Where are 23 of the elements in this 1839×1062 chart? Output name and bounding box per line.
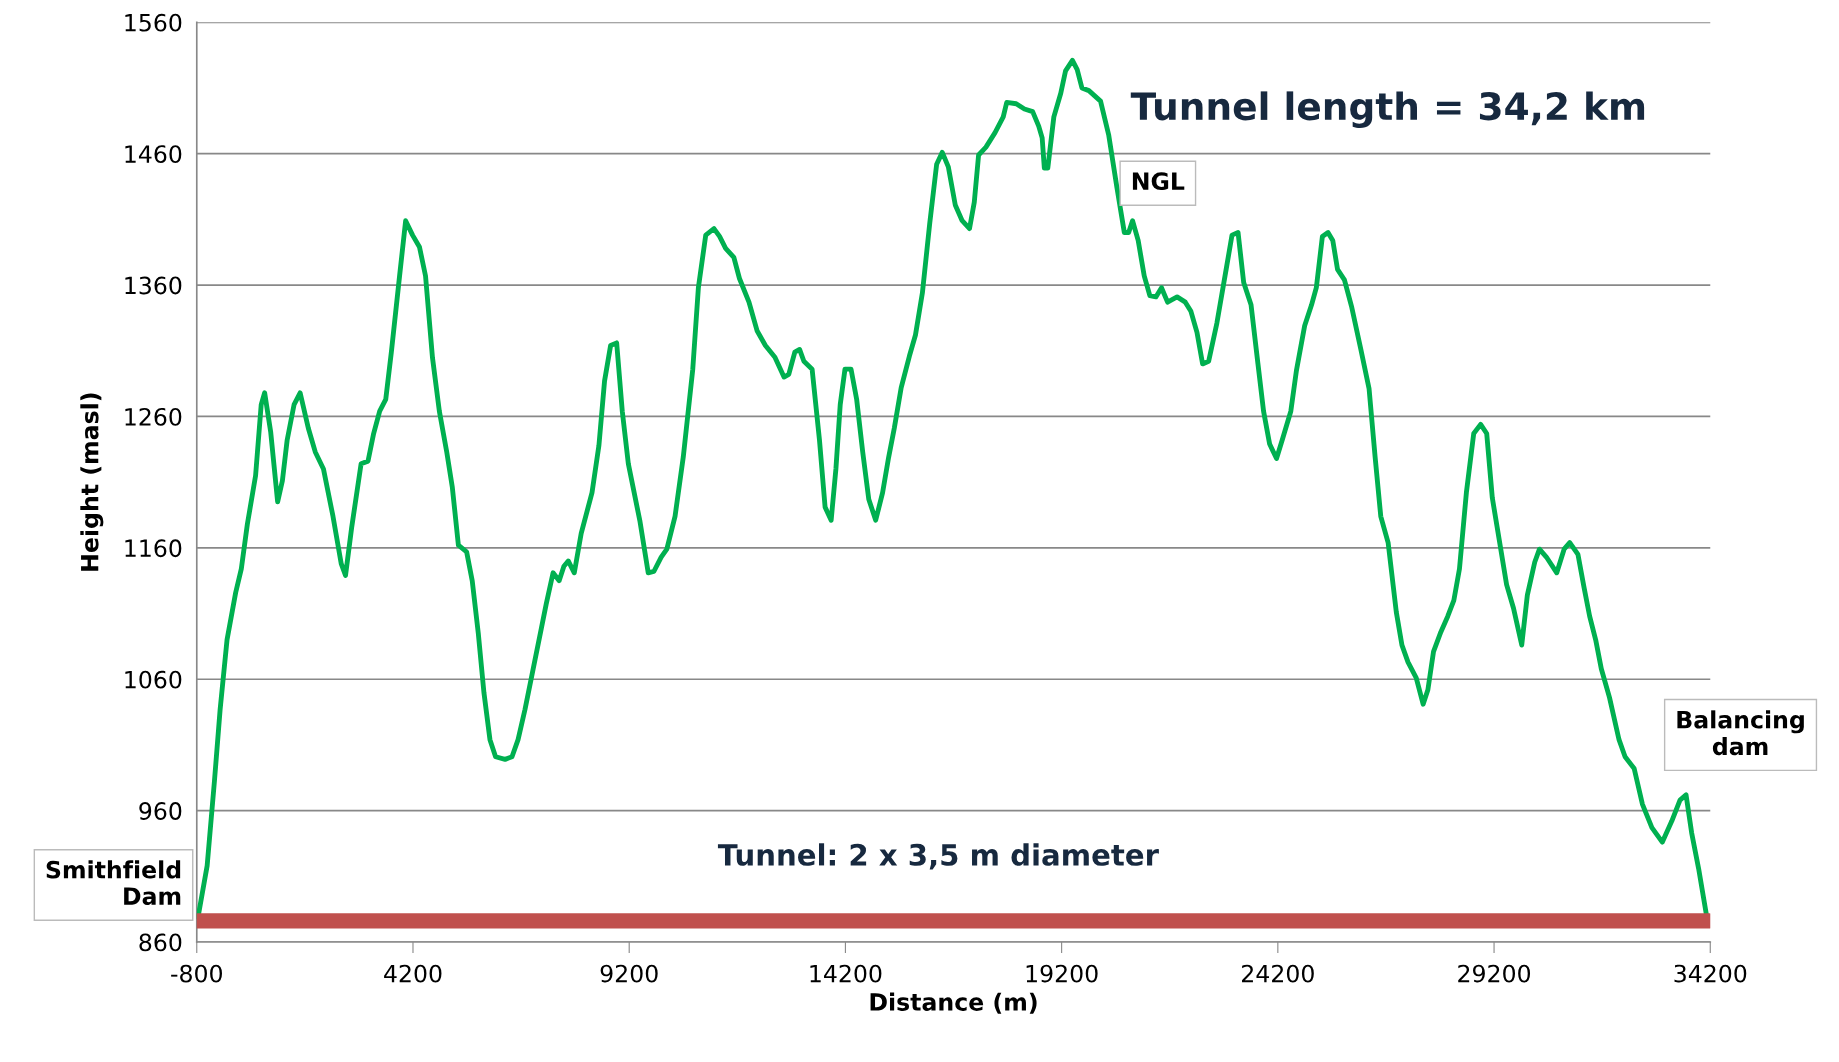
x-tick-label: 34200 [1674,964,1747,983]
x-axis-title: Distance (m) [870,992,1037,1014]
x-tick-label: 4200 [384,964,442,983]
annotation: Tunnel: 2 x 3,5 m diameter [717,843,1159,870]
y-tick-label: 1360 [125,276,182,295]
x-tick-label: 19200 [1026,964,1098,983]
y-tick-label: 1460 [125,145,182,163]
annotation: NGL [1132,172,1185,191]
y-axis-title: Height (masl) [80,393,104,571]
y-tick-label: 1160 [125,539,182,558]
y-tick-label: 860 [139,933,182,952]
x-tick-label: -800 [171,964,222,983]
annotation: Tunnel length = 34,2 km [1130,91,1645,128]
annotation: Balancing dam [1677,710,1804,756]
x-tick-label: 29200 [1458,964,1531,983]
x-tick-label: 14200 [810,964,882,983]
x-tick-label: 9200 [600,964,658,983]
y-tick-label: 1560 [125,13,182,32]
y-tick-label: 960 [139,802,182,820]
text: Smithfield Dam [46,860,181,906]
y-tick-label: 1260 [125,407,182,426]
y-tick-label: 1060 [125,670,182,689]
x-tick-label: 24200 [1242,964,1314,983]
